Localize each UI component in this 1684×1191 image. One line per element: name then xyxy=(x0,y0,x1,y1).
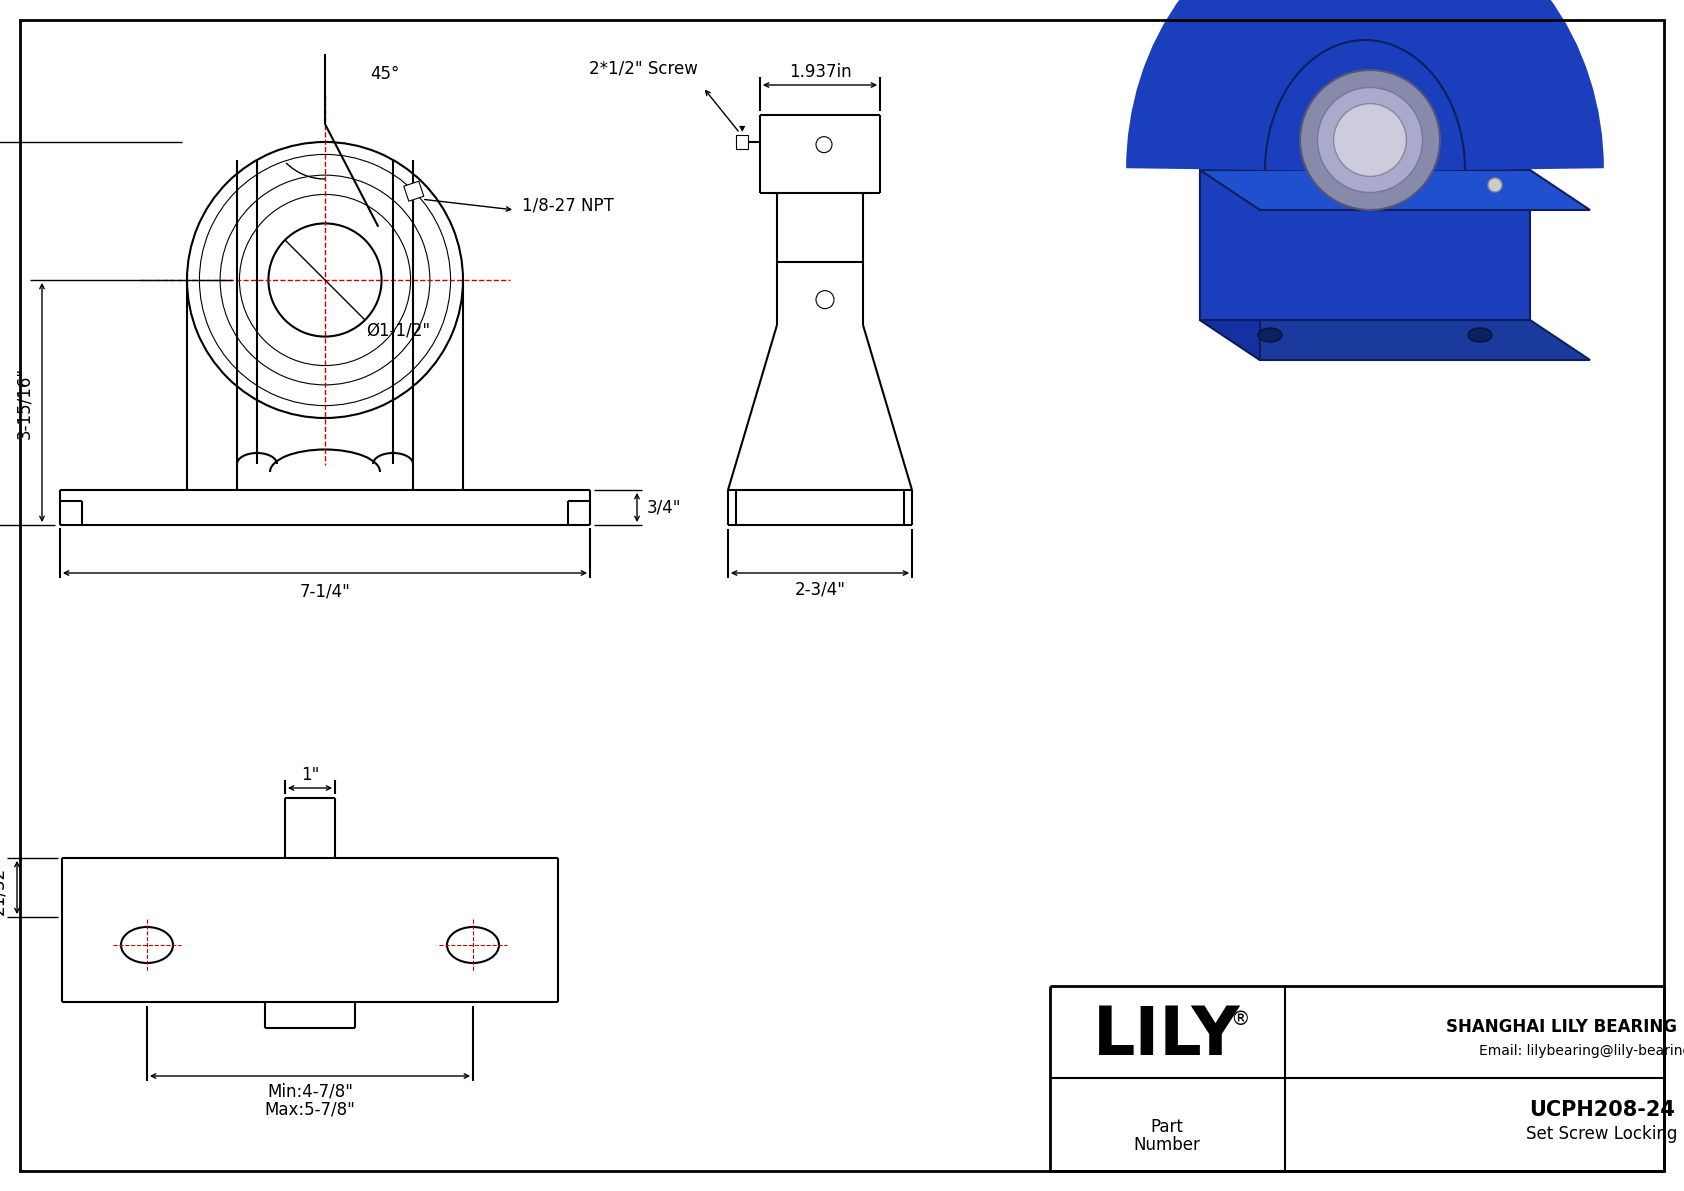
Text: 7-1/4": 7-1/4" xyxy=(300,582,350,600)
Text: UCPH208-24: UCPH208-24 xyxy=(1529,1100,1676,1120)
Polygon shape xyxy=(1201,170,1590,210)
Text: Email: lilybearing@lily-bearing.com: Email: lilybearing@lily-bearing.com xyxy=(1479,1043,1684,1058)
Text: 1.937in: 1.937in xyxy=(788,63,852,81)
Text: Set Screw Locking: Set Screw Locking xyxy=(1526,1125,1677,1143)
Polygon shape xyxy=(1201,320,1590,360)
Ellipse shape xyxy=(1468,328,1492,342)
Circle shape xyxy=(1334,104,1406,176)
Text: 3-15/16": 3-15/16" xyxy=(15,367,34,438)
Text: ®: ® xyxy=(1231,1010,1250,1029)
Text: 45°: 45° xyxy=(370,66,399,83)
Polygon shape xyxy=(404,181,424,201)
Text: Part: Part xyxy=(1150,1117,1184,1135)
Text: 1/8-27 NPT: 1/8-27 NPT xyxy=(522,197,615,216)
Text: 2*1/2" Screw: 2*1/2" Screw xyxy=(589,60,697,77)
Text: 21/32": 21/32" xyxy=(0,860,7,916)
Text: Ø1-1/2": Ø1-1/2" xyxy=(365,322,429,339)
Polygon shape xyxy=(1201,170,1260,360)
Text: Min:4-7/8": Min:4-7/8" xyxy=(268,1083,354,1100)
Circle shape xyxy=(1300,70,1440,210)
Circle shape xyxy=(1317,87,1423,193)
Bar xyxy=(736,136,748,149)
Text: Max:5-7/8": Max:5-7/8" xyxy=(264,1100,355,1120)
Text: 1": 1" xyxy=(301,766,320,784)
Polygon shape xyxy=(1201,170,1531,320)
Text: LILY: LILY xyxy=(1093,1003,1241,1070)
Ellipse shape xyxy=(1258,328,1282,342)
Text: 2-3/4": 2-3/4" xyxy=(795,581,845,599)
Text: 3/4": 3/4" xyxy=(647,499,682,517)
Text: Number: Number xyxy=(1133,1136,1201,1154)
Text: ▼: ▼ xyxy=(739,124,746,133)
Text: SHANGHAI LILY BEARING LIMITED: SHANGHAI LILY BEARING LIMITED xyxy=(1445,1017,1684,1036)
Circle shape xyxy=(1489,177,1502,192)
